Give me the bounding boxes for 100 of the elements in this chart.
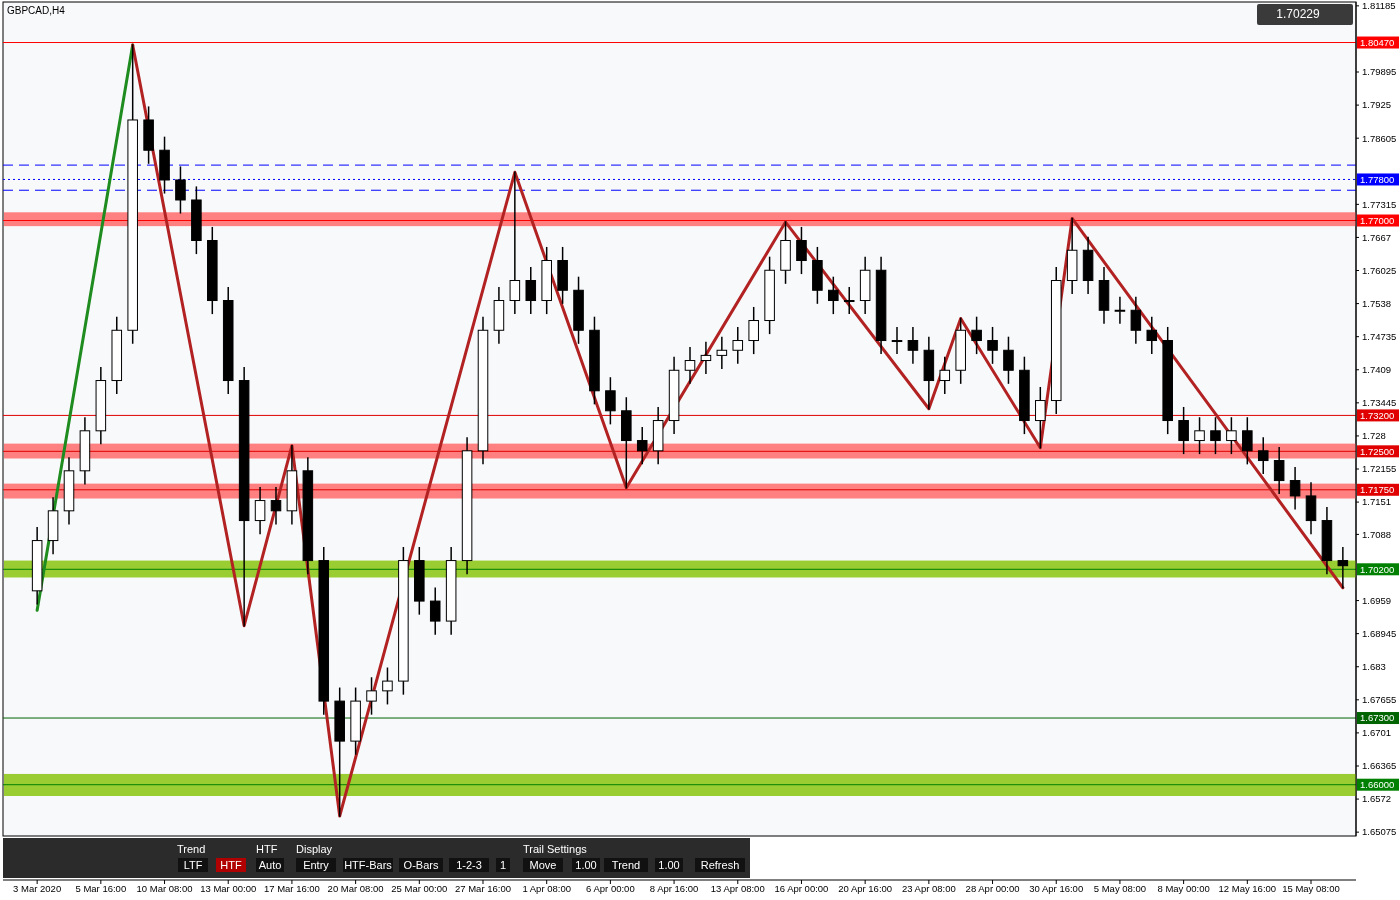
- x-tick-label: 10 Mar 08:00: [136, 883, 193, 894]
- button: Refresh: [695, 858, 745, 872]
- x-tick-label: 3 Mar 2020: [13, 883, 62, 894]
- annotation: 1.70229: [1276, 7, 1321, 22]
- y-tick-label: 1.78605: [1362, 132, 1397, 144]
- button: 1.00: [572, 858, 600, 872]
- y-tick-label: 1.6572: [1362, 793, 1392, 805]
- candlestick: [907, 326, 919, 364]
- text: HTF: [256, 842, 278, 855]
- candlestick: [636, 426, 648, 465]
- button: Move: [523, 858, 563, 872]
- candlestick: [429, 587, 441, 635]
- x-tick-label: 28 Apr 00:00: [965, 883, 1020, 894]
- x-tick-label: 23 Apr 08:00: [901, 883, 956, 894]
- price-box: 1.70229: [1257, 4, 1353, 25]
- text: Display: [296, 842, 333, 855]
- x-tick-label: 13 Mar 00:00: [200, 883, 257, 894]
- ref-line-label: 1.72500: [1360, 445, 1395, 457]
- candlestick: [891, 326, 903, 355]
- y-tick-label: 1.7925: [1362, 99, 1392, 111]
- candlestick: [270, 486, 282, 525]
- x-tick-label: 6 Apr 00:00: [586, 883, 635, 894]
- y-tick-label: 1.7151: [1362, 496, 1392, 508]
- y-tick-label: 1.68945: [1362, 627, 1397, 639]
- button: HTF-Bars: [343, 858, 393, 872]
- x-tick-label: 15 May 08:00: [1282, 883, 1340, 894]
- button: Entry: [296, 858, 336, 872]
- y-tick-label: 1.72155: [1362, 463, 1397, 475]
- x-tick-label: 5 May 08:00: [1093, 883, 1147, 894]
- y-tick-label: 1.7538: [1362, 297, 1392, 309]
- y-tick-label: 1.66365: [1362, 760, 1397, 772]
- x-tick-label: 8 Apr 16:00: [649, 883, 699, 894]
- x-tick-label: 13 Apr 08:00: [710, 883, 765, 894]
- text: Trail Settings: [523, 842, 588, 855]
- ref-line-label: 1.73200: [1360, 409, 1395, 421]
- y-tick-label: 1.73445: [1362, 397, 1397, 409]
- candlestick: [796, 226, 807, 275]
- ref-line-label: 1.67300: [1360, 712, 1395, 724]
- button: HTF: [216, 858, 246, 872]
- y-tick-label: 1.7667: [1362, 231, 1392, 243]
- chart-title: GBPCAD,H4: [7, 5, 66, 16]
- x-tick-label: 12 May 16:00: [1218, 883, 1277, 894]
- x-tick-label: 25 Mar 00:00: [391, 883, 448, 894]
- candlestick: [175, 166, 186, 214]
- candlestick: [748, 306, 759, 355]
- candlestick: [509, 171, 521, 315]
- x-tick-label: 30 Apr 16:00: [1029, 883, 1084, 894]
- y-tick-label: 1.7088: [1362, 528, 1392, 540]
- button: LTF: [178, 858, 208, 872]
- ref-line-label: 1.66000: [1360, 779, 1395, 791]
- y-tick-label: 1.81185: [1362, 0, 1396, 12]
- button: Trend: [604, 858, 648, 872]
- ref-line-label: 1.70200: [1360, 563, 1395, 575]
- x-tick-label: 20 Apr 16:00: [838, 883, 893, 894]
- candlestick: [684, 346, 696, 384]
- y-tick-label: 1.65075: [1362, 826, 1397, 838]
- ref-line-label: 1.71750: [1360, 484, 1395, 496]
- button: 1-2-3: [449, 858, 489, 872]
- candlestick: [1257, 437, 1269, 475]
- x-tick-label: 8 May 00:00: [1157, 883, 1210, 894]
- button: 1: [496, 858, 510, 872]
- candlestick: [1130, 296, 1142, 344]
- ref-line-label: 1.80470: [1360, 36, 1395, 48]
- candlestick: [1178, 406, 1189, 455]
- x-tick-label: 5 Mar 16:00: [75, 883, 127, 894]
- candlestick: [1146, 316, 1158, 355]
- y-tick-label: 1.6959: [1362, 594, 1392, 606]
- candlestick: [1210, 417, 1221, 455]
- x-tick-label: 20 Mar 08:00: [327, 883, 384, 894]
- candlestick: [1273, 446, 1285, 495]
- x-tick-label: 27 Mar 16:00: [455, 883, 511, 894]
- ref-line-label: 1.77000: [1360, 214, 1395, 226]
- candlestick: [605, 377, 616, 425]
- candlestick: [716, 336, 728, 369]
- candlestick: [382, 667, 393, 705]
- candlestick: [1242, 417, 1253, 465]
- x-tick-label: 16 Apr 00:00: [774, 883, 829, 894]
- candlestick: [843, 286, 855, 315]
- candlestick: [1226, 417, 1237, 455]
- y-tick-label: 1.683: [1362, 661, 1386, 673]
- button: Auto: [256, 858, 284, 872]
- candlestick: [1114, 296, 1126, 324]
- x-tick-label: 17 Mar 16:00: [263, 883, 320, 894]
- candlestick: [1289, 466, 1301, 510]
- candlestick: [1035, 386, 1046, 449]
- y-tick-label: 1.6701: [1362, 727, 1392, 739]
- candlestick: [366, 677, 377, 715]
- y-tick-label: 1.67655: [1362, 694, 1397, 706]
- candlestick: [700, 341, 712, 375]
- y-tick-label: 1.79895: [1362, 66, 1397, 78]
- candlestick: [971, 316, 982, 355]
- button: O-Bars: [399, 858, 443, 872]
- button: 1.00: [655, 858, 683, 872]
- y-tick-label: 1.7409: [1362, 364, 1392, 376]
- text: Trend: [177, 842, 206, 855]
- x-tick-label: 1 Apr 08:00: [522, 883, 571, 894]
- y-tick-label: 1.77315: [1362, 198, 1397, 210]
- y-tick-label: 1.76025: [1362, 264, 1397, 276]
- candlestick: [828, 276, 839, 315]
- candlestick: [525, 266, 537, 315]
